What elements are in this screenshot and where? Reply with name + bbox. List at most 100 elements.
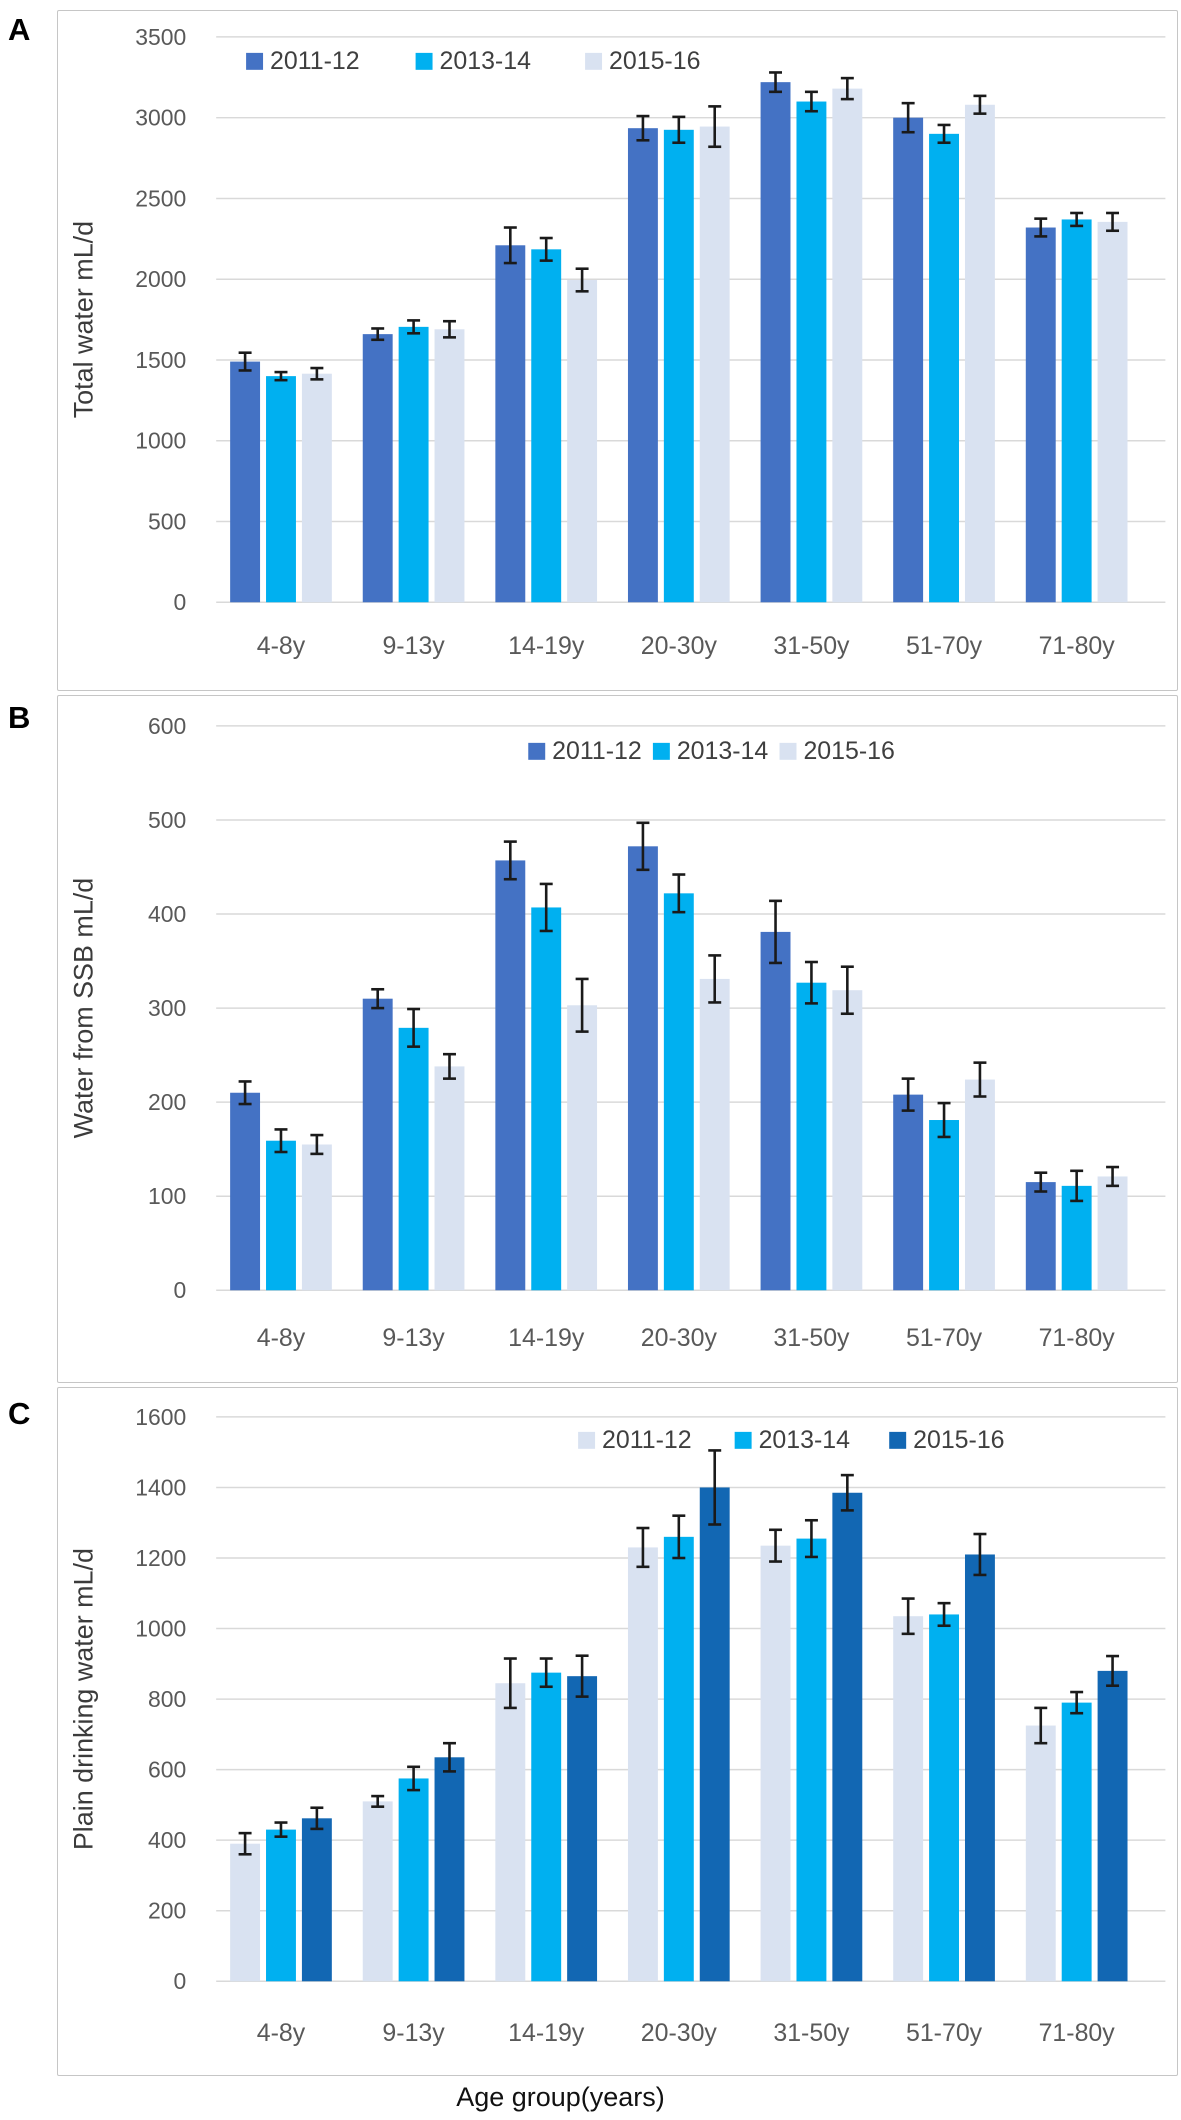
error-bar-2011-12-4-8y <box>238 351 252 372</box>
bar-2013-14-4-8y <box>266 1140 296 1291</box>
error-bar-2011-12-9-13y <box>371 1794 385 1808</box>
bar-2011-12-4-8y <box>230 361 261 603</box>
error-bar-2013-14-14-19y <box>539 1657 553 1689</box>
legend-swatch <box>734 1431 752 1449</box>
x-tick-label: 14-19y <box>508 1324 585 1352</box>
error-bar-2015-16-20-30y <box>708 105 722 149</box>
legend-label: 2011-12 <box>270 47 360 75</box>
y-tick-label: 1000 <box>135 1616 186 1642</box>
y-tick-label: 3500 <box>135 24 186 50</box>
bar-2015-16-51-70y <box>964 104 995 603</box>
error-bar-2015-16-71-80y <box>1106 1654 1120 1687</box>
error-bar-2013-14-14-19y <box>539 882 553 933</box>
bar-2013-14-31-50y <box>796 1538 827 1982</box>
y-tick-label: 1600 <box>135 1404 186 1430</box>
bar-2013-14-9-13y <box>398 1027 429 1291</box>
bar-2011-12-51-70y <box>893 1094 924 1291</box>
bar-2011-12-31-50y <box>760 82 791 603</box>
bar-2013-14-31-50y <box>796 982 827 1291</box>
bar-2011-12-51-70y <box>893 1616 924 1982</box>
bar-2013-14-31-50y <box>796 101 827 603</box>
legend-item-2013-14: 2013-14 <box>415 47 532 75</box>
bar-2013-14-4-8y <box>266 1829 296 1982</box>
bar-2011-12-9-13y <box>362 1801 393 1982</box>
legend-swatch <box>578 1431 596 1449</box>
x-tick-label: 20-30y <box>641 2019 718 2047</box>
bar-2015-16-14-19y <box>567 1005 598 1291</box>
error-bar-2011-12-31-50y <box>769 71 783 94</box>
error-bar-2013-14-20-30y <box>672 1514 686 1560</box>
error-bar-2015-16-51-70y <box>973 94 987 115</box>
error-bar-2013-14-31-50y <box>804 1518 818 1559</box>
bar-2015-16-4-8y <box>301 373 332 603</box>
x-tick-label: 4-8y <box>257 1324 306 1352</box>
error-bar-2013-14-4-8y <box>274 1821 288 1838</box>
y-tick-label: 600 <box>148 1757 186 1783</box>
x-tick-label: 14-19y <box>508 632 585 660</box>
bar-2013-14-71-80y <box>1061 1185 1092 1291</box>
x-tick-label: 31-50y <box>773 632 850 660</box>
legend-swatch <box>889 1431 907 1449</box>
bar-2011-12-20-30y <box>627 846 658 1291</box>
x-tick-label: 20-30y <box>641 1324 718 1352</box>
legend-label: 2015-16 <box>913 1426 1004 1454</box>
bar-2011-12-20-30y <box>627 128 658 603</box>
error-bar-2011-12-14-19y <box>503 1657 517 1710</box>
bar-2015-16-31-50y <box>832 990 863 1291</box>
bar-2011-12-51-70y <box>893 117 924 603</box>
error-bar-2013-14-9-13y <box>407 1007 421 1048</box>
error-bar-2015-16-14-19y <box>575 267 589 293</box>
error-bar-2013-14-4-8y <box>274 370 288 382</box>
error-bar-2013-14-71-80y <box>1070 1690 1084 1715</box>
error-bar-2015-16-51-70y <box>973 1061 987 1098</box>
bar-2013-14-14-19y <box>531 1672 562 1982</box>
bar-2015-16-71-80y <box>1097 1670 1128 1982</box>
error-bar-2013-14-31-50y <box>804 90 818 113</box>
legend-label: 2013-14 <box>440 47 532 75</box>
y-tick-label: 1000 <box>135 428 186 454</box>
bar-2013-14-20-30y <box>663 129 694 603</box>
error-bar-2015-16-20-30y <box>708 1449 722 1526</box>
x-axis-title: Age group(years) <box>456 2082 665 2112</box>
error-bar-2011-12-9-13y <box>371 327 385 342</box>
bar-2013-14-51-70y <box>929 133 959 603</box>
error-bar-2011-12-71-80y <box>1034 217 1048 238</box>
bar-2015-16-20-30y <box>699 978 730 1291</box>
legend-swatch <box>528 742 546 760</box>
legend-swatch <box>652 742 670 760</box>
bar-2015-16-14-19y <box>567 1676 598 1982</box>
panel-a: 0 500 1000 1500 2000 2500 3000 3500 Total water … <box>57 10 1178 691</box>
legend-item-2011-12: 2011-12 <box>578 1426 692 1454</box>
legend-item-2015-16: 2015-16 <box>779 737 895 765</box>
bar-2011-12-71-80y <box>1025 227 1056 603</box>
legend-item-2015-16: 2015-16 <box>585 47 700 75</box>
x-tick-label: 51-70y <box>906 2019 983 2047</box>
y-tick-label: 600 <box>148 713 186 739</box>
x-tick-label: 71-80y <box>1039 2019 1116 2047</box>
error-bar-2013-14-71-80y <box>1070 1169 1084 1203</box>
bar-2013-14-51-70y <box>929 1614 960 1982</box>
y-tick-label: 0 <box>174 589 187 615</box>
y-tick-label: 100 <box>148 1183 186 1209</box>
error-bar-2011-12-31-50y <box>769 1528 783 1563</box>
bar-2011-12-9-13y <box>362 998 393 1291</box>
y-tick-label: 1400 <box>135 1474 186 1500</box>
error-bar-2015-16-14-19y <box>575 977 589 1033</box>
x-tick-label: 71-80y <box>1039 632 1116 660</box>
bar-2015-16-51-70y <box>964 1079 995 1291</box>
error-bar-2013-14-20-30y <box>672 873 686 914</box>
error-bar-2013-14-51-70y <box>937 123 951 145</box>
panel-b: 0 100 200 300 400 500 600 Water from SSB mL/d 4-… <box>57 695 1178 1383</box>
x-tick-label: 31-50y <box>773 1324 850 1352</box>
bar-2013-14-51-70y <box>929 1120 960 1291</box>
bar-2015-16-51-70y <box>964 1554 995 1982</box>
error-bar-2013-14-9-13y <box>407 319 421 335</box>
error-bar-2013-14-51-70y <box>937 1601 951 1628</box>
chart-b-water-from-ssb: 0 100 200 300 400 500 600 Water from SSB mL/d 4-… <box>69 713 1166 1352</box>
y-tick-label: 500 <box>148 807 186 833</box>
error-bar-2013-14-31-50y <box>804 960 818 1005</box>
legend-item-2015-16: 2015-16 <box>889 1426 1005 1454</box>
error-bar-2013-14-9-13y <box>407 1765 421 1792</box>
error-bar-2011-12-9-13y <box>371 987 385 1010</box>
bar-2015-16-71-80y <box>1097 221 1128 603</box>
